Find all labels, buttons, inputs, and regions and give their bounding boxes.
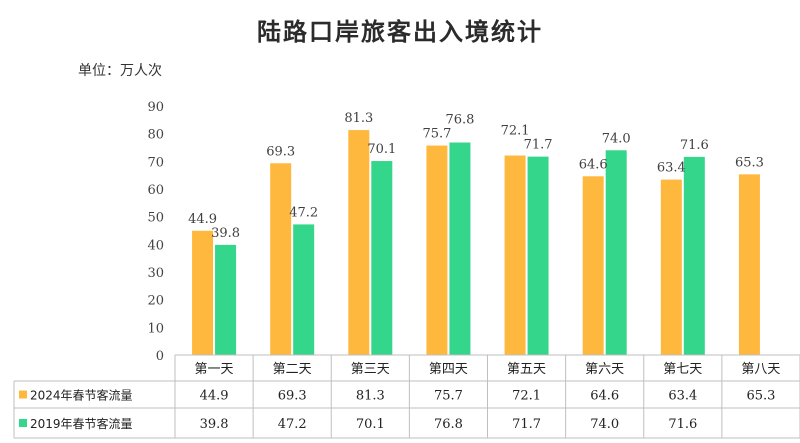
y-tick-label: 10 xyxy=(147,321,164,336)
table-cell: 65.3 xyxy=(746,389,775,404)
table-cell: 81.3 xyxy=(356,389,385,404)
chart-title: 陆路口岸旅客出入境统计 xyxy=(257,18,543,46)
data-label: 69.3 xyxy=(266,144,295,159)
data-label: 63.4 xyxy=(657,161,686,176)
x-tick-label: 第八天 xyxy=(741,362,780,377)
unit-label: 单位：万人次 xyxy=(78,63,162,79)
table-cell: 69.3 xyxy=(278,389,307,404)
legend-swatch xyxy=(19,419,27,427)
bar xyxy=(215,244,237,355)
y-tick-label: 90 xyxy=(147,100,164,115)
y-tick-label: 50 xyxy=(147,211,164,226)
x-tick-label: 第三天 xyxy=(351,362,390,377)
table-cell: 44.9 xyxy=(200,389,229,404)
data-label: 65.3 xyxy=(735,155,764,170)
bar xyxy=(348,130,370,355)
data-label: 44.9 xyxy=(188,212,217,227)
bar xyxy=(660,179,682,355)
table-cell: 39.8 xyxy=(200,417,229,432)
bar xyxy=(192,230,214,355)
legend-swatch xyxy=(19,390,27,399)
bar xyxy=(293,224,315,355)
table-cell: 76.8 xyxy=(434,417,463,432)
y-tick-label: 80 xyxy=(147,128,164,143)
data-label: 39.8 xyxy=(211,226,240,241)
bar xyxy=(504,155,526,355)
y-tick-label: 30 xyxy=(147,266,164,281)
data-label: 72.1 xyxy=(501,124,530,139)
bar xyxy=(582,176,604,355)
bar xyxy=(270,163,292,355)
x-tick-label: 第四天 xyxy=(429,362,468,377)
bar xyxy=(683,156,705,355)
data-label: 64.6 xyxy=(579,157,608,172)
data-label: 75.7 xyxy=(422,127,451,142)
x-tick-label: 第七天 xyxy=(663,362,702,377)
data-label: 76.8 xyxy=(445,113,474,128)
bar xyxy=(426,145,448,355)
data-label: 81.3 xyxy=(344,111,373,126)
y-tick-label: 0 xyxy=(156,349,164,364)
y-tick-label: 70 xyxy=(147,155,164,170)
table-cell: 64.6 xyxy=(590,389,619,404)
table-cell: 70.1 xyxy=(356,417,385,432)
bar xyxy=(449,142,471,355)
legend-label: 2019年春节客流量 xyxy=(30,416,133,431)
table-cell: 71.6 xyxy=(668,417,697,432)
bar xyxy=(527,156,549,355)
data-label: 47.2 xyxy=(289,205,318,220)
table-cell: 47.2 xyxy=(278,417,307,432)
y-tick-label: 40 xyxy=(147,238,164,253)
table-cell: 75.7 xyxy=(434,389,463,404)
x-tick-label: 第二天 xyxy=(273,362,312,377)
data-label: 71.6 xyxy=(680,138,709,153)
bar xyxy=(371,161,393,355)
legend-label: 2024年春节客流量 xyxy=(30,388,133,403)
bar xyxy=(605,150,627,355)
y-tick-label: 20 xyxy=(147,294,164,309)
data-label: 70.1 xyxy=(367,142,396,157)
data-label: 71.7 xyxy=(524,138,553,153)
bar xyxy=(738,174,760,355)
y-tick-label: 60 xyxy=(147,183,164,198)
table-cell: 63.4 xyxy=(668,389,697,404)
table-cell: 71.7 xyxy=(512,417,541,432)
x-tick-label: 第五天 xyxy=(507,362,546,377)
x-tick-label: 第一天 xyxy=(195,362,234,377)
table-cell: 74.0 xyxy=(590,417,619,432)
x-tick-label: 第六天 xyxy=(585,362,624,377)
data-label: 74.0 xyxy=(602,131,631,146)
table-cell: 72.1 xyxy=(512,389,541,404)
